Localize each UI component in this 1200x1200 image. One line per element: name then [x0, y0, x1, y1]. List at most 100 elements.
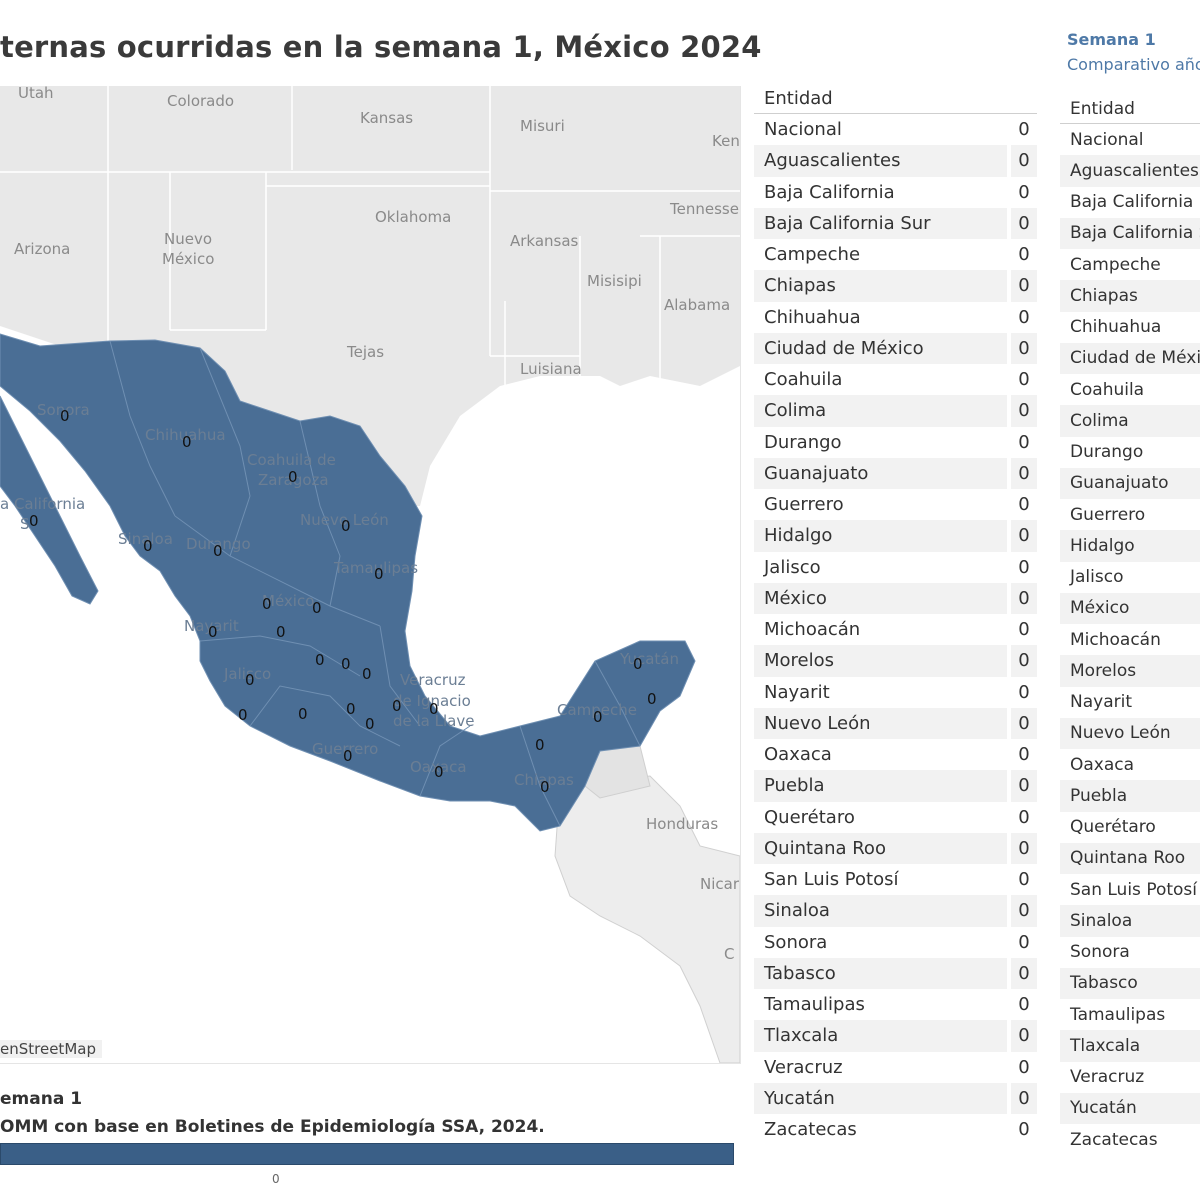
map-view[interactable]: Utah Colorado Kansas Misuri Ken Oklahoma…: [0, 86, 741, 1064]
table-row[interactable]: Nacional: [1070, 129, 1144, 150]
table-row[interactable]: Nayarit: [1070, 692, 1132, 713]
entity-value: 0: [1011, 645, 1037, 677]
table-row[interactable]: Aguascalientes 0: [754, 145, 1037, 177]
entity-name: Chihuahua: [764, 306, 861, 328]
footer-source: OMM con base en Boletines de Epidemiolog…: [0, 1117, 545, 1137]
entity-table-header[interactable]: Entidad: [754, 86, 1037, 114]
table-row[interactable]: Guerrero: [1070, 504, 1146, 525]
svg-text:Arizona: Arizona: [14, 240, 70, 258]
entity-name: Colima: [754, 395, 1007, 427]
table-row[interactable]: Morelos: [1060, 655, 1200, 687]
value-label: 0: [365, 715, 375, 733]
table-row[interactable]: Durango: [1070, 442, 1144, 463]
table-row[interactable]: Sonora: [1070, 942, 1130, 963]
entity-table: Entidad Nacional 0 Aguascalientes 0 Baja Cal…: [754, 86, 1037, 1145]
table-row[interactable]: Oaxaca 0: [754, 739, 1037, 770]
table-row[interactable]: Zacatecas 0: [754, 1114, 1037, 1145]
table-row[interactable]: Baja California Sur 0: [754, 207, 1037, 239]
table-row[interactable]: Baja California 0: [754, 177, 1037, 208]
table-row[interactable]: Hidalgo 0: [754, 520, 1037, 552]
table-row[interactable]: Quintana Roo: [1060, 842, 1200, 874]
table-row[interactable]: Sinaloa: [1060, 905, 1200, 937]
table-row[interactable]: Chihuahua 0: [754, 302, 1037, 333]
table-row[interactable]: Guanajuato: [1060, 467, 1200, 499]
comparison-table-header[interactable]: Entidad: [1060, 96, 1200, 124]
table-row[interactable]: Colima 0: [754, 395, 1037, 427]
entity-value: 0: [1011, 332, 1037, 364]
mexico-land[interactable]: [0, 333, 696, 832]
table-row[interactable]: Campeche 0: [754, 239, 1037, 270]
table-row[interactable]: Ciudad de México: [1060, 342, 1200, 374]
table-row[interactable]: Michoacán: [1070, 629, 1161, 650]
table-row[interactable]: Yucatán: [1060, 1092, 1200, 1124]
table-row[interactable]: Coahuila 0: [754, 364, 1037, 395]
table-row[interactable]: Chihuahua: [1070, 317, 1162, 338]
table-row[interactable]: Querétaro: [1070, 817, 1156, 838]
entity-value: 0: [1018, 369, 1030, 391]
entity-value: 0: [1018, 806, 1030, 828]
table-row[interactable]: Puebla: [1060, 780, 1200, 812]
table-row[interactable]: Nayarit 0: [754, 677, 1037, 708]
table-row[interactable]: Durango 0: [754, 427, 1037, 458]
table-row[interactable]: Puebla 0: [754, 770, 1037, 802]
table-row[interactable]: Guanajuato 0: [754, 457, 1037, 489]
table-row[interactable]: Morelos 0: [754, 645, 1037, 677]
table-row[interactable]: San Luis Potosí: [1070, 879, 1198, 900]
table-row[interactable]: Aguascalientes: [1060, 155, 1200, 187]
value-label: 0: [312, 599, 322, 617]
table-row[interactable]: Sonora 0: [754, 927, 1037, 958]
value-label: 0: [288, 468, 298, 486]
entity-name: Sonora: [764, 931, 828, 953]
value-label: 0: [276, 623, 286, 641]
entity-name: Puebla: [754, 770, 1007, 802]
table-row[interactable]: México 0: [754, 582, 1037, 614]
table-row[interactable]: Oaxaca: [1070, 754, 1135, 775]
entity-name: Morelos: [754, 645, 1007, 677]
table-row[interactable]: Chiapas: [1060, 280, 1200, 312]
table-row[interactable]: Nuevo León: [1060, 717, 1200, 749]
table-row[interactable]: Coahuila: [1070, 379, 1145, 400]
table-row[interactable]: Veracruz: [1070, 1067, 1145, 1088]
value-label: 0: [374, 565, 384, 583]
value-label: 0: [341, 517, 351, 535]
table-row[interactable]: San Luis Potosí 0: [754, 864, 1037, 895]
entity-value: 0: [1011, 207, 1037, 239]
table-row[interactable]: Nacional 0: [754, 114, 1037, 145]
table-row[interactable]: Colima: [1060, 405, 1200, 437]
table-row[interactable]: Tabasco: [1060, 967, 1200, 999]
table-row[interactable]: Campeche: [1070, 254, 1161, 275]
table-row[interactable]: Tamaulipas 0: [754, 989, 1037, 1020]
entity-value: 0: [1018, 244, 1030, 266]
table-row[interactable]: Jalisco 0: [754, 552, 1037, 583]
table-row[interactable]: Querétaro 0: [754, 802, 1037, 833]
svg-text:Utah: Utah: [18, 86, 54, 102]
baja-california-land[interactable]: [0, 395, 99, 605]
entity-value: 0: [1011, 520, 1037, 552]
entity-name: Nayarit: [764, 681, 830, 703]
table-row[interactable]: Michoacán 0: [754, 614, 1037, 645]
table-row[interactable]: Veracruz 0: [754, 1052, 1037, 1083]
table-row[interactable]: Yucatán 0: [754, 1082, 1037, 1114]
table-row[interactable]: Tlaxcala 0: [754, 1020, 1037, 1052]
table-row[interactable]: Zacatecas: [1070, 1129, 1158, 1150]
table-row[interactable]: Sinaloa 0: [754, 895, 1037, 927]
map-attribution[interactable]: enStreetMap: [0, 1040, 102, 1058]
table-row[interactable]: Tamaulipas: [1070, 1004, 1166, 1025]
svg-text:Zaragoza: Zaragoza: [258, 471, 329, 489]
entity-name: Campeche: [764, 244, 861, 266]
table-row[interactable]: Chiapas 0: [754, 270, 1037, 302]
table-row[interactable]: Tlaxcala: [1060, 1030, 1200, 1062]
svg-text:Chihuahua: Chihuahua: [145, 426, 226, 444]
entity-value: 0: [1018, 994, 1030, 1016]
table-row[interactable]: Baja California: [1070, 192, 1194, 213]
table-row[interactable]: Ciudad de México 0: [754, 332, 1037, 364]
table-row[interactable]: Guerrero 0: [754, 489, 1037, 520]
table-row[interactable]: Quintana Roo 0: [754, 832, 1037, 864]
table-row[interactable]: Nuevo León 0: [754, 707, 1037, 739]
table-row[interactable]: Jalisco: [1070, 567, 1124, 588]
map-canvas[interactable]: Utah Colorado Kansas Misuri Ken Oklahoma…: [0, 86, 740, 1063]
table-row[interactable]: México: [1060, 592, 1200, 624]
table-row[interactable]: Tabasco 0: [754, 957, 1037, 989]
table-row[interactable]: Hidalgo: [1060, 530, 1200, 562]
table-row[interactable]: Baja California S: [1060, 217, 1200, 249]
